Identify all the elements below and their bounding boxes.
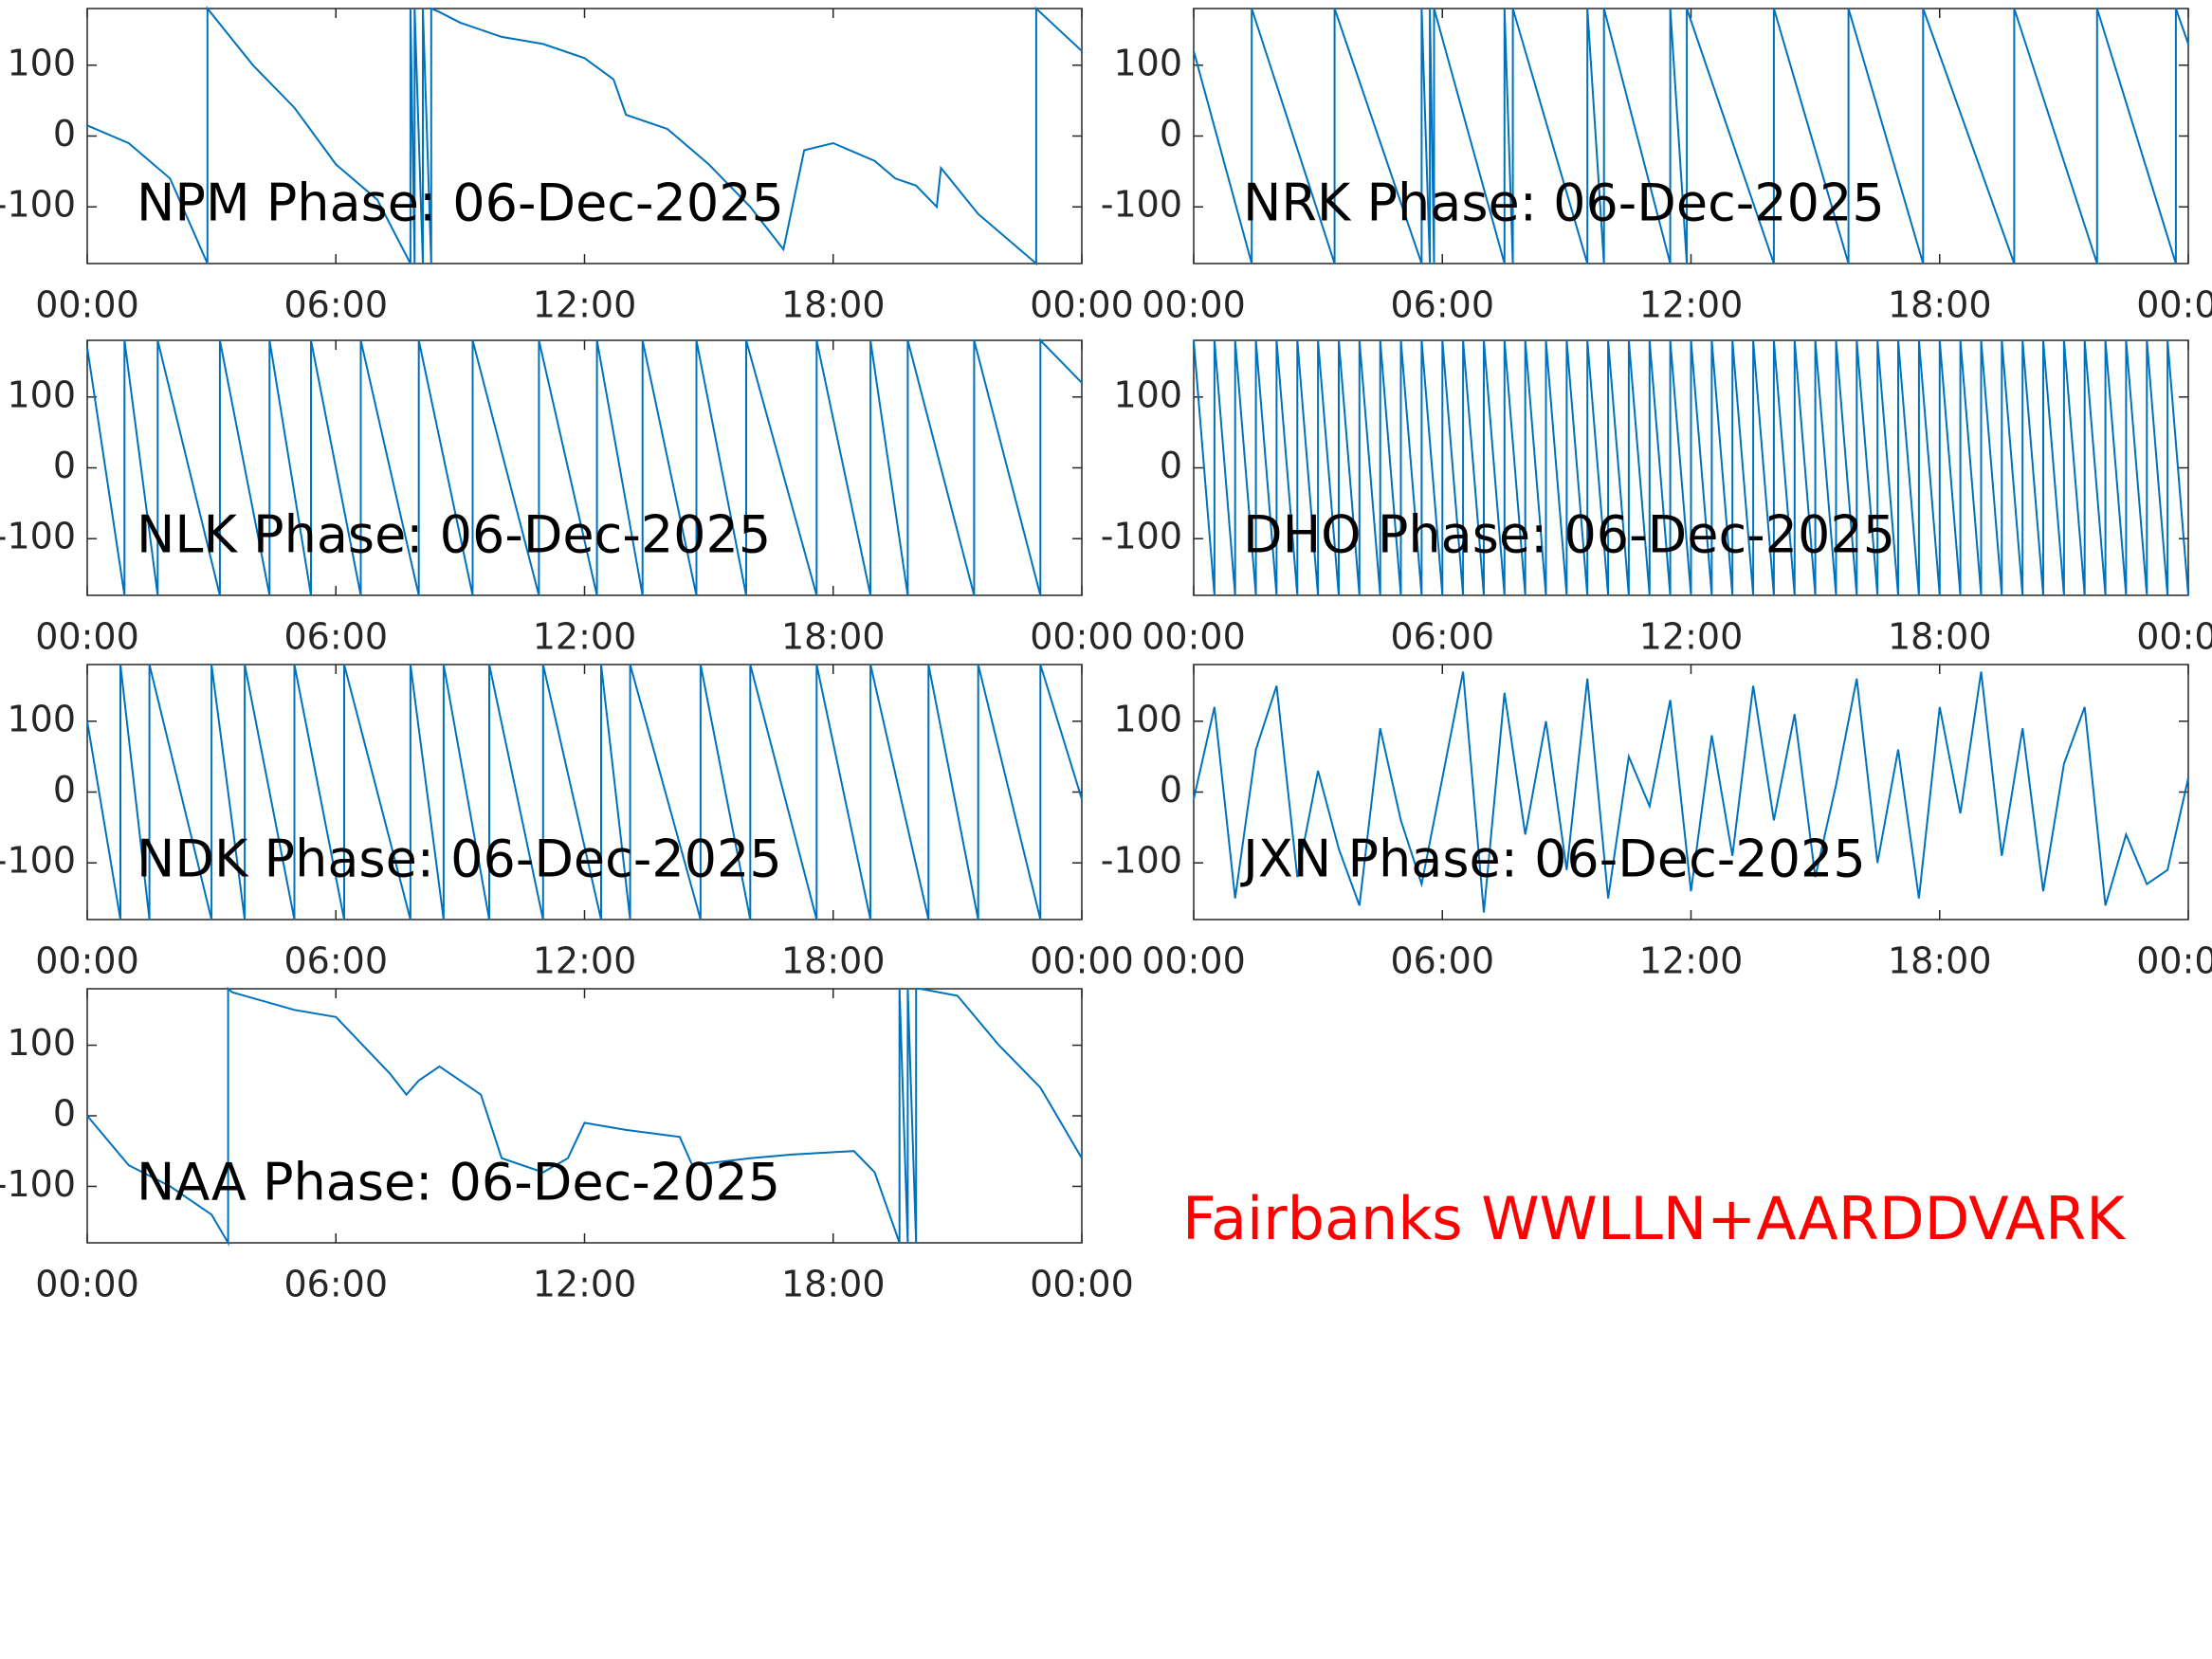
chart-title: DHO Phase: 06-Dec-2025 bbox=[1243, 505, 1895, 565]
x-tick-label: 00:00 bbox=[35, 940, 139, 982]
y-tick-label: -100 bbox=[0, 184, 76, 226]
x-tick-label: 18:00 bbox=[781, 616, 886, 658]
x-tick-label: 18:00 bbox=[781, 940, 886, 982]
y-tick-label: 100 bbox=[1113, 698, 1182, 739]
x-tick-label: 00:00 bbox=[35, 616, 139, 658]
x-tick-label: 12:00 bbox=[533, 940, 637, 982]
x-tick-label: 00:00 bbox=[1142, 284, 1246, 326]
phase-line bbox=[1193, 339, 2189, 596]
y-tick-label: 0 bbox=[1160, 113, 1182, 155]
chart-title: NLK Phase: 06-Dec-2025 bbox=[137, 505, 771, 565]
annotation: Fairbanks WWLLN+AARDDVARK bbox=[1182, 1184, 2126, 1253]
x-tick-label: 00:00 bbox=[2136, 940, 2212, 982]
y-tick-label: 100 bbox=[1113, 42, 1182, 83]
phase-line bbox=[86, 337, 1083, 596]
y-tick-label: -100 bbox=[1101, 184, 1182, 226]
x-tick-label: 00:00 bbox=[35, 1264, 139, 1305]
y-tick-label: 100 bbox=[7, 1022, 76, 1064]
y-tick-label: -100 bbox=[1101, 840, 1182, 882]
x-tick-label: 12:00 bbox=[1639, 940, 1744, 982]
x-tick-label: 12:00 bbox=[533, 1264, 637, 1305]
x-tick-label: 12:00 bbox=[1639, 284, 1744, 326]
x-tick-label: 00:00 bbox=[35, 284, 139, 326]
chart-title: NRK Phase: 06-Dec-2025 bbox=[1243, 173, 1885, 233]
phase-line bbox=[86, 986, 1083, 1247]
x-tick-label: 00:00 bbox=[1142, 940, 1246, 982]
x-tick-label: 18:00 bbox=[1888, 940, 1992, 982]
phase-line bbox=[86, 6, 1083, 266]
x-tick-label: 06:00 bbox=[283, 1264, 388, 1305]
x-tick-label: 00:00 bbox=[1030, 284, 1134, 326]
y-tick-label: -100 bbox=[1101, 516, 1182, 557]
y-tick-label: 0 bbox=[53, 445, 76, 486]
x-tick-label: 06:00 bbox=[283, 284, 388, 326]
x-tick-label: 00:00 bbox=[1030, 940, 1134, 982]
chart-title: NAA Phase: 06-Dec-2025 bbox=[137, 1153, 780, 1212]
x-tick-label: 06:00 bbox=[1390, 284, 1494, 326]
y-tick-label: -100 bbox=[0, 1163, 76, 1205]
x-tick-label: 12:00 bbox=[1639, 616, 1744, 658]
x-tick-label: 06:00 bbox=[1390, 616, 1494, 658]
y-tick-label: 0 bbox=[53, 769, 76, 811]
x-tick-label: 00:00 bbox=[1030, 1264, 1134, 1305]
chart-title: JXN Phase: 06-Dec-2025 bbox=[1240, 830, 1866, 889]
x-tick-label: 18:00 bbox=[1888, 616, 1992, 658]
x-tick-label: 06:00 bbox=[283, 940, 388, 982]
x-tick-label: 12:00 bbox=[533, 616, 637, 658]
x-tick-label: 00:00 bbox=[1030, 616, 1134, 658]
x-tick-label: 06:00 bbox=[283, 616, 388, 658]
y-tick-label: 0 bbox=[53, 113, 76, 155]
y-tick-label: 100 bbox=[7, 698, 76, 739]
x-tick-label: 18:00 bbox=[781, 284, 886, 326]
phase-line bbox=[1193, 671, 2189, 913]
x-tick-label: 18:00 bbox=[1888, 284, 1992, 326]
x-tick-label: 00:00 bbox=[2136, 284, 2212, 326]
y-tick-label: -100 bbox=[0, 516, 76, 557]
x-tick-label: 06:00 bbox=[1390, 940, 1494, 982]
y-tick-label: 0 bbox=[1160, 769, 1182, 811]
x-tick-label: 18:00 bbox=[781, 1264, 886, 1305]
y-tick-label: 0 bbox=[53, 1093, 76, 1135]
phase-line bbox=[86, 664, 1083, 921]
chart-title: NPM Phase: 06-Dec-2025 bbox=[137, 173, 784, 233]
y-tick-label: -100 bbox=[0, 840, 76, 882]
x-tick-label: 00:00 bbox=[2136, 616, 2212, 658]
chart-title: NDK Phase: 06-Dec-2025 bbox=[137, 830, 782, 889]
y-tick-label: 100 bbox=[7, 374, 76, 415]
y-tick-label: 0 bbox=[1160, 445, 1182, 486]
phase-line bbox=[1193, 8, 2189, 264]
y-tick-label: 100 bbox=[7, 42, 76, 83]
axes-box bbox=[86, 8, 1083, 264]
axes-box bbox=[1193, 664, 2189, 921]
x-tick-label: 12:00 bbox=[533, 284, 637, 326]
y-tick-label: 100 bbox=[1113, 374, 1182, 415]
x-tick-label: 00:00 bbox=[1142, 616, 1246, 658]
